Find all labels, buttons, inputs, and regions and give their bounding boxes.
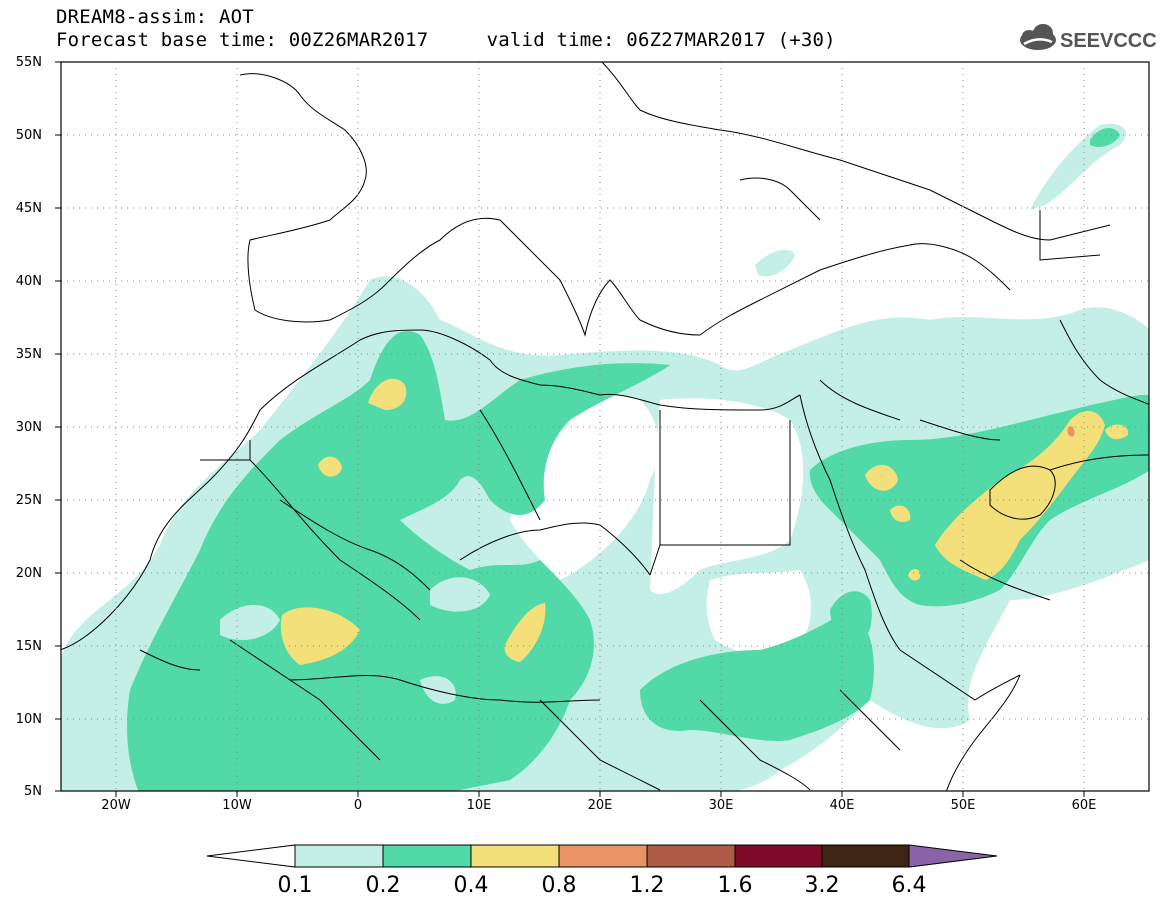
aot-level-0.4 xyxy=(368,378,407,410)
map-title: DREAM8-assim: AOT xyxy=(56,6,254,28)
colorbar-segment xyxy=(558,844,648,868)
aot-level-0.2 xyxy=(127,331,670,791)
lat-label: 45N xyxy=(15,201,42,216)
lat-label: 5N xyxy=(24,784,42,799)
colorbar-segment xyxy=(646,844,736,868)
aot-level-0.8 xyxy=(1067,426,1075,437)
aot-field xyxy=(61,123,1149,791)
colorbar-label: 0.2 xyxy=(365,873,401,898)
aot-level-0.2 xyxy=(830,591,872,645)
logo-text: SEEVCCC xyxy=(1060,30,1156,52)
lat-label: 20N xyxy=(15,566,42,581)
colorbar-label: 1.6 xyxy=(717,873,753,898)
lon-label: 10E xyxy=(466,798,492,813)
aot-level-0.4 xyxy=(890,505,911,522)
lat-label: 35N xyxy=(15,347,42,362)
colorbar-below-triangle xyxy=(206,844,296,868)
colorbar-segment xyxy=(470,844,560,868)
aot-level-0.4 xyxy=(865,464,898,491)
aot-level-0.2 xyxy=(1090,128,1120,147)
colorbar-label: 3.2 xyxy=(804,873,840,898)
colorbar-segment xyxy=(382,844,472,868)
aot-level-0.4 xyxy=(318,456,342,477)
colorbar-label: 0.4 xyxy=(453,873,489,898)
lat-label: 30N xyxy=(15,420,42,435)
lon-label: 30E xyxy=(708,798,734,813)
lon-label: 10W xyxy=(222,798,252,813)
seevccc-logo: SEEVCCC xyxy=(1016,22,1157,56)
colorbar xyxy=(206,844,998,868)
lat-label: 55N xyxy=(15,55,42,70)
aot-level-0.4 xyxy=(935,410,1105,580)
lon-label: 0 xyxy=(353,798,363,813)
lat-label: 40N xyxy=(15,274,42,289)
grid xyxy=(61,62,1149,791)
aot-level-0.4 xyxy=(280,607,360,665)
aot-level-0.4 xyxy=(504,603,546,662)
lon-label: 20E xyxy=(587,798,613,813)
aot-level-0.4 xyxy=(1105,424,1129,440)
lon-label: 40E xyxy=(829,798,855,813)
colorbar-segment xyxy=(734,844,823,868)
lat-label: 15N xyxy=(15,639,42,654)
lat-label: 50N xyxy=(15,128,42,143)
colorbar-label: 0.1 xyxy=(277,873,313,898)
colorbar-segment xyxy=(294,844,384,868)
aot-level-0.1 xyxy=(755,249,795,277)
lat-label: 10N xyxy=(15,712,42,727)
forecast-time-subtitle: Forecast base time: 00Z26MAR2017 valid t… xyxy=(56,29,836,51)
lon-label: 20W xyxy=(101,798,131,813)
colorbar-segment xyxy=(821,844,910,868)
lon-label: 60E xyxy=(1071,798,1097,813)
colorbar-above-triangle xyxy=(908,844,998,868)
lon-label: 50E xyxy=(950,798,976,813)
axis-ticks xyxy=(55,61,1085,797)
colorbar-label: 0.8 xyxy=(541,873,577,898)
colorbar-label: 1.2 xyxy=(629,873,665,898)
lat-label: 25N xyxy=(15,493,42,508)
colorbar-label: 6.4 xyxy=(891,873,927,898)
aot-level-0.4 xyxy=(908,568,921,581)
coastlines xyxy=(61,62,1149,791)
aot-level-0.2 xyxy=(640,610,874,742)
